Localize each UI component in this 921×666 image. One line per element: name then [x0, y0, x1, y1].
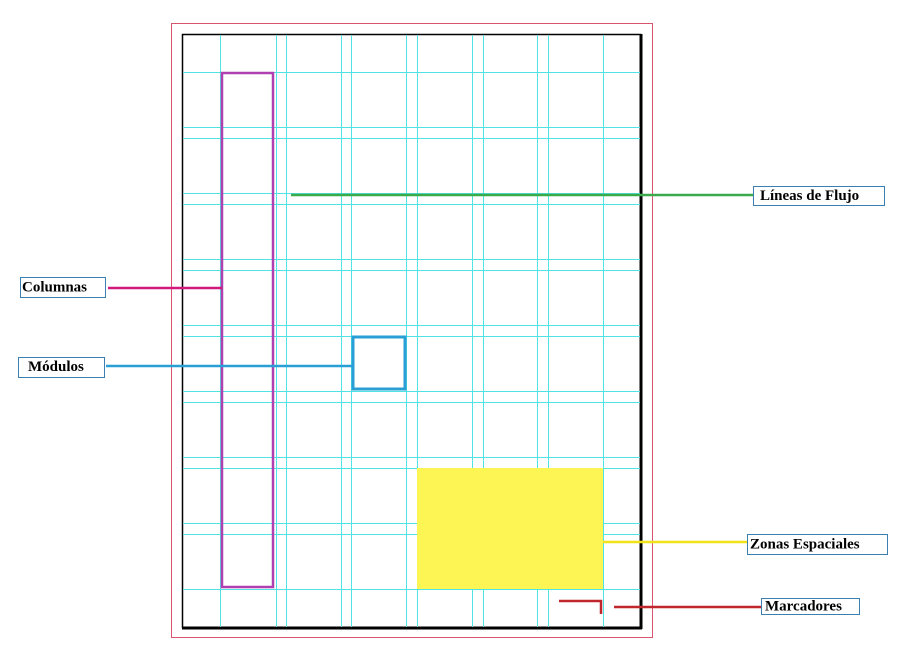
label-box	[747, 534, 888, 555]
label: Columnas	[22, 279, 87, 295]
module-highlight	[351, 335, 407, 391]
bleed-border	[171, 23, 653, 638]
label-box	[753, 186, 885, 206]
marker	[559, 599, 603, 614]
label: Módulos	[28, 359, 84, 375]
spatial-zone	[417, 468, 603, 589]
label-box	[761, 598, 860, 615]
label: Líneas de Flujo	[760, 188, 859, 204]
label: Marcadores	[765, 598, 842, 614]
column-highlight	[220, 71, 275, 589]
label-box	[20, 277, 106, 298]
label: Zonas Espaciales	[750, 536, 860, 552]
label-box	[18, 357, 105, 378]
